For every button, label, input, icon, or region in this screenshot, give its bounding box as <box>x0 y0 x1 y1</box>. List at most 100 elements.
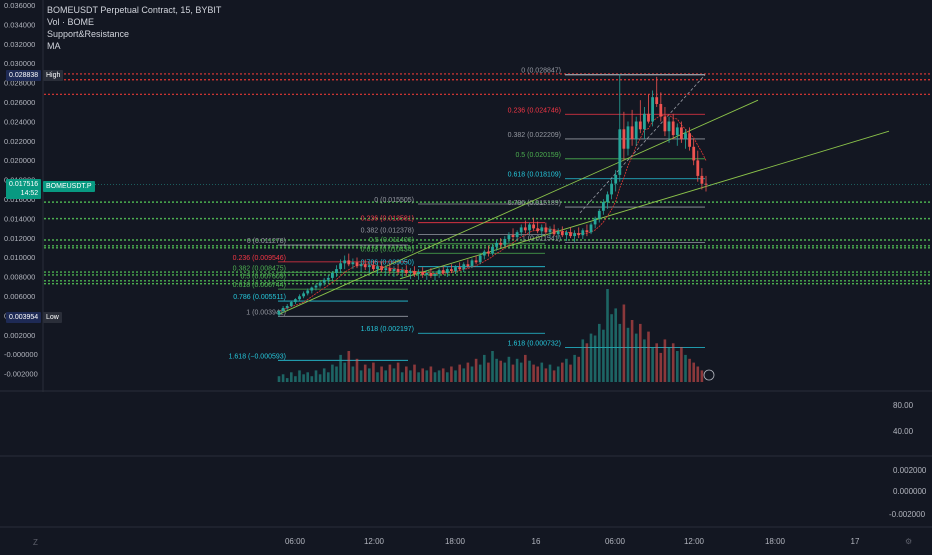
high-label-flag: High <box>43 70 64 81</box>
volume-bar <box>429 366 433 382</box>
volume-bar <box>450 366 453 382</box>
candle-body <box>651 97 654 122</box>
timezone-icon[interactable]: Z <box>33 538 38 547</box>
volume-bar <box>585 343 589 383</box>
volume-bar <box>355 358 359 383</box>
volume-bar <box>413 364 416 382</box>
volume-bar <box>622 304 626 382</box>
candle-body <box>388 268 392 272</box>
volume-bar <box>659 352 663 382</box>
volume-bar <box>363 364 367 382</box>
candle-body <box>396 269 400 272</box>
volume-bar <box>581 339 585 382</box>
candle-body <box>400 270 404 272</box>
volume-bar <box>409 370 412 382</box>
candle-body <box>445 269 449 273</box>
volume-bar <box>561 362 564 382</box>
fib-level-label: 0.382 (0.008475) <box>233 265 286 272</box>
candle-body <box>675 127 679 136</box>
price-tick-label: 0.024000 <box>4 117 35 126</box>
candle-body <box>581 230 585 236</box>
volume-bar <box>478 364 482 382</box>
volume-bar <box>540 362 544 382</box>
candle-body <box>322 279 326 283</box>
fib-level-label: 0.382 (0.012378) <box>361 227 414 234</box>
candle-body <box>363 264 367 268</box>
candle-body <box>663 116 667 132</box>
candle-body <box>433 274 437 276</box>
volume-bar <box>462 368 466 382</box>
volume-bar <box>684 354 687 382</box>
volume-bar <box>515 358 519 383</box>
volume-bar <box>294 376 297 382</box>
candle-body <box>372 265 375 270</box>
volume-bar <box>327 372 330 382</box>
candle-body <box>425 273 429 275</box>
fib-level-label: 0 (0.015505) <box>374 197 414 204</box>
volume-bar <box>589 333 593 382</box>
price-tick-label: 0.016000 <box>4 195 35 204</box>
volume-bar <box>524 354 527 382</box>
volume-bar <box>532 364 535 382</box>
volume-bar <box>392 368 396 382</box>
candle-body <box>429 273 433 276</box>
volume-bar <box>573 354 576 382</box>
price-tick-label: 0.030000 <box>4 59 35 68</box>
volume-bar <box>277 376 281 382</box>
candle-body <box>626 126 630 149</box>
candle-body <box>277 310 281 315</box>
gear-icon[interactable]: ⚙ <box>905 537 913 546</box>
candle-body <box>347 260 351 265</box>
candle-body <box>532 224 535 229</box>
volume-bar <box>503 362 507 382</box>
volume-bar <box>285 378 289 382</box>
volume-bar <box>281 374 285 383</box>
candle-body <box>499 242 503 245</box>
volume-bar <box>417 372 420 382</box>
legend-support-resistance: Support&Resistance <box>47 29 130 39</box>
candle-body <box>704 183 708 185</box>
volume-bar <box>372 362 375 382</box>
lower-tick-label: -0.002000 <box>889 510 926 519</box>
fib-level-label: 0.786 (0.009050) <box>361 260 414 267</box>
volume-bar <box>614 308 617 382</box>
volume-bar <box>458 364 461 382</box>
candle-body <box>589 224 593 233</box>
volume-bar <box>446 372 449 382</box>
fib-level-label: 1.618 (0.000732) <box>508 340 561 347</box>
candle-body <box>569 232 572 237</box>
trend-line-upper <box>279 99 759 315</box>
volume-bar <box>491 351 494 382</box>
volume-bar <box>610 314 613 382</box>
candle-body <box>306 290 310 294</box>
fib-level-label: 0.786 (0.005511) <box>233 294 286 301</box>
candle-body <box>281 308 285 311</box>
fib-level-label: 0.236 (0.013581) <box>361 216 414 223</box>
candle-body <box>294 299 297 303</box>
candle-body <box>474 260 478 263</box>
candle-body <box>634 121 638 139</box>
candle-body <box>470 260 474 267</box>
candle-body <box>298 296 301 300</box>
volume-bar <box>400 372 404 382</box>
chart-legend: BOMEUSDT Perpetual Contract, 15, BYBIT V… <box>47 4 221 52</box>
volume-bar <box>339 354 342 382</box>
volume-bar <box>696 366 700 382</box>
volume-bar <box>618 323 622 382</box>
candle-body <box>540 227 544 232</box>
candle-body <box>351 262 355 265</box>
volume-bar <box>626 327 630 383</box>
candle-body <box>441 270 445 273</box>
price-tick-label: 0.002000 <box>4 331 35 340</box>
candle-body <box>314 285 318 288</box>
price-tick-label: 0.010000 <box>4 253 35 262</box>
volume-bar <box>667 347 671 382</box>
candle-body <box>614 174 618 184</box>
volume-bar <box>639 323 642 382</box>
candle-body <box>417 272 420 274</box>
price-tick-label: 0.032000 <box>4 40 35 49</box>
current-symbol-label: BOMEUSDT.P <box>46 183 92 190</box>
time-tick-label: 12:00 <box>364 537 385 546</box>
